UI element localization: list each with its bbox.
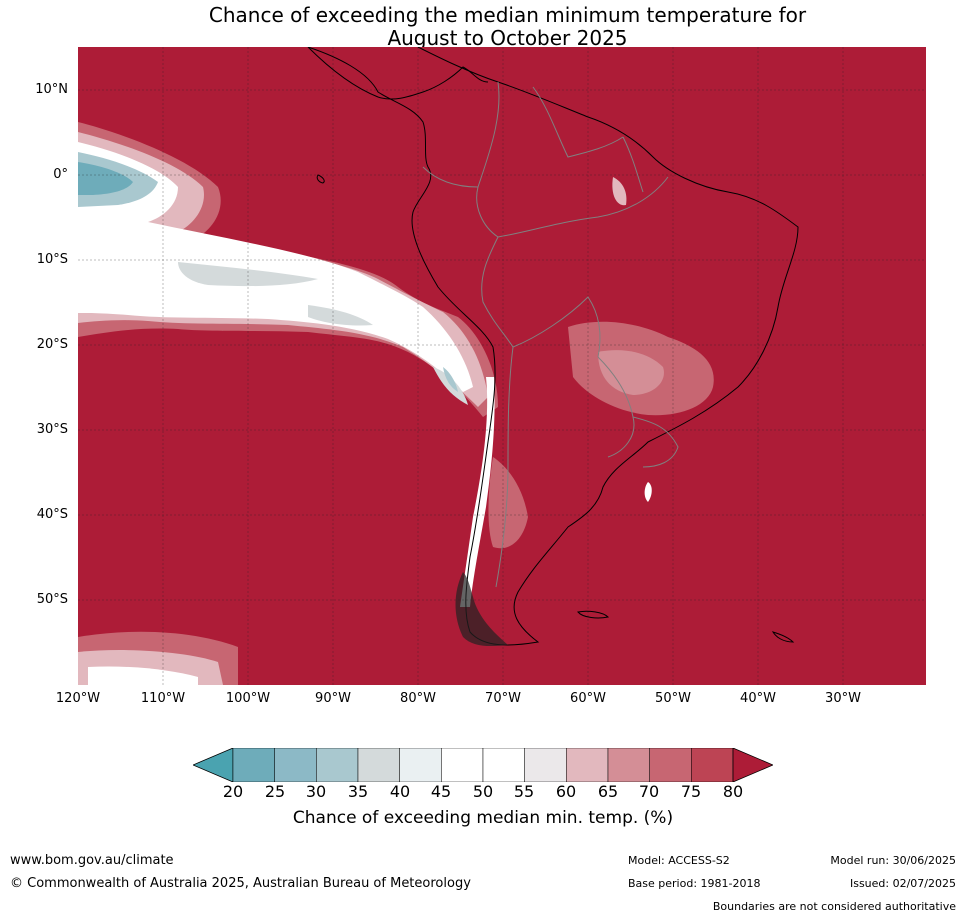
colorbar-tick-20: 20 bbox=[222, 782, 244, 801]
lon-label-110w: 110°W bbox=[140, 691, 186, 706]
colorbar-svg bbox=[191, 747, 775, 783]
colorbar-tick-40: 40 bbox=[389, 782, 411, 801]
map-svg bbox=[78, 47, 926, 685]
colorbar-segment bbox=[607, 747, 650, 783]
lat-label-10n: 10°N bbox=[35, 82, 68, 97]
chile-coast-strip bbox=[460, 377, 495, 607]
lon-label-50w: 50°W bbox=[655, 691, 691, 706]
lat-label-30s: 30°S bbox=[36, 422, 68, 437]
patagonia-fjords bbox=[455, 572, 508, 647]
colorbar-tick-65: 65 bbox=[597, 782, 619, 801]
colorbar-tick-75: 75 bbox=[680, 782, 702, 801]
lat-label-40s: 40°S bbox=[36, 507, 68, 522]
disclaimer-text: Boundaries are not considered authoritat… bbox=[712, 900, 956, 913]
colorbar-segment bbox=[399, 747, 442, 783]
title-line-2: August to October 2025 bbox=[387, 26, 628, 50]
colorbar-segment bbox=[274, 747, 317, 783]
issued-text: Issued: 02/07/2025 bbox=[849, 877, 956, 890]
lon-label-40w: 40°W bbox=[740, 691, 776, 706]
lon-label-60w: 60°W bbox=[570, 691, 606, 706]
graticule bbox=[78, 47, 926, 685]
colorbar-segment bbox=[316, 747, 359, 783]
colorbar-upper-extend bbox=[732, 747, 775, 783]
country-borders bbox=[422, 81, 679, 588]
high-probability-fill bbox=[78, 47, 926, 685]
colorbar-tick-25: 25 bbox=[264, 782, 286, 801]
colorbar bbox=[191, 747, 775, 783]
land-patches bbox=[488, 177, 714, 549]
title-line-1: Chance of exceeding the median minimum t… bbox=[208, 3, 807, 27]
website-text: www.bom.gov.au/climate bbox=[10, 853, 174, 868]
colorbar-segment bbox=[441, 747, 484, 783]
colorbar-segment bbox=[357, 747, 400, 783]
copyright-text: © Commonwealth of Australia 2025, Austra… bbox=[10, 876, 471, 891]
colorbar-segment bbox=[482, 747, 525, 783]
colorbar-tick-60: 60 bbox=[555, 782, 577, 801]
lat-label-0: 0° bbox=[53, 167, 68, 182]
south-america-coastline bbox=[307, 47, 799, 646]
lon-label-80w: 80°W bbox=[400, 691, 436, 706]
colorbar-segment bbox=[566, 747, 609, 783]
map-area bbox=[78, 47, 926, 685]
islands bbox=[316, 174, 795, 643]
lon-label-30w: 30°W bbox=[825, 691, 861, 706]
base-period-text: Base period: 1981-2018 bbox=[628, 877, 761, 890]
colorbar-tick-55: 55 bbox=[513, 782, 535, 801]
map-title: Chance of exceeding the median minimum t… bbox=[0, 4, 965, 50]
lon-label-100w: 100°W bbox=[225, 691, 271, 706]
model-run-text: Model run: 30/06/2025 bbox=[830, 854, 956, 867]
lon-label-70w: 70°W bbox=[485, 691, 521, 706]
colorbar-tick-80: 80 bbox=[722, 782, 744, 801]
lat-label-20s: 20°S bbox=[36, 337, 68, 352]
colorbar-tick-30: 30 bbox=[305, 782, 327, 801]
lon-label-90w: 90°W bbox=[315, 691, 351, 706]
colorbar-tick-35: 35 bbox=[347, 782, 369, 801]
colorbar-label: Chance of exceeding median min. temp. (%… bbox=[292, 808, 674, 828]
lat-label-10s: 10°S bbox=[36, 252, 68, 267]
colorbar-segment bbox=[524, 747, 567, 783]
model-text: Model: ACCESS-S2 bbox=[628, 854, 730, 867]
colorbar-lower-extend bbox=[191, 747, 234, 783]
lon-label-120w: 120°W bbox=[55, 691, 101, 706]
colorbar-segment bbox=[691, 747, 734, 783]
southwest-plume bbox=[78, 631, 238, 685]
pacific-plume bbox=[78, 122, 498, 417]
central-america-coastline bbox=[307, 47, 489, 100]
colorbar-tick-50: 50 bbox=[472, 782, 494, 801]
colorbar-segment bbox=[649, 747, 692, 783]
colorbar-segment bbox=[232, 747, 275, 783]
lat-label-50s: 50°S bbox=[36, 592, 68, 607]
colorbar-tick-70: 70 bbox=[638, 782, 660, 801]
colorbar-tick-45: 45 bbox=[430, 782, 452, 801]
